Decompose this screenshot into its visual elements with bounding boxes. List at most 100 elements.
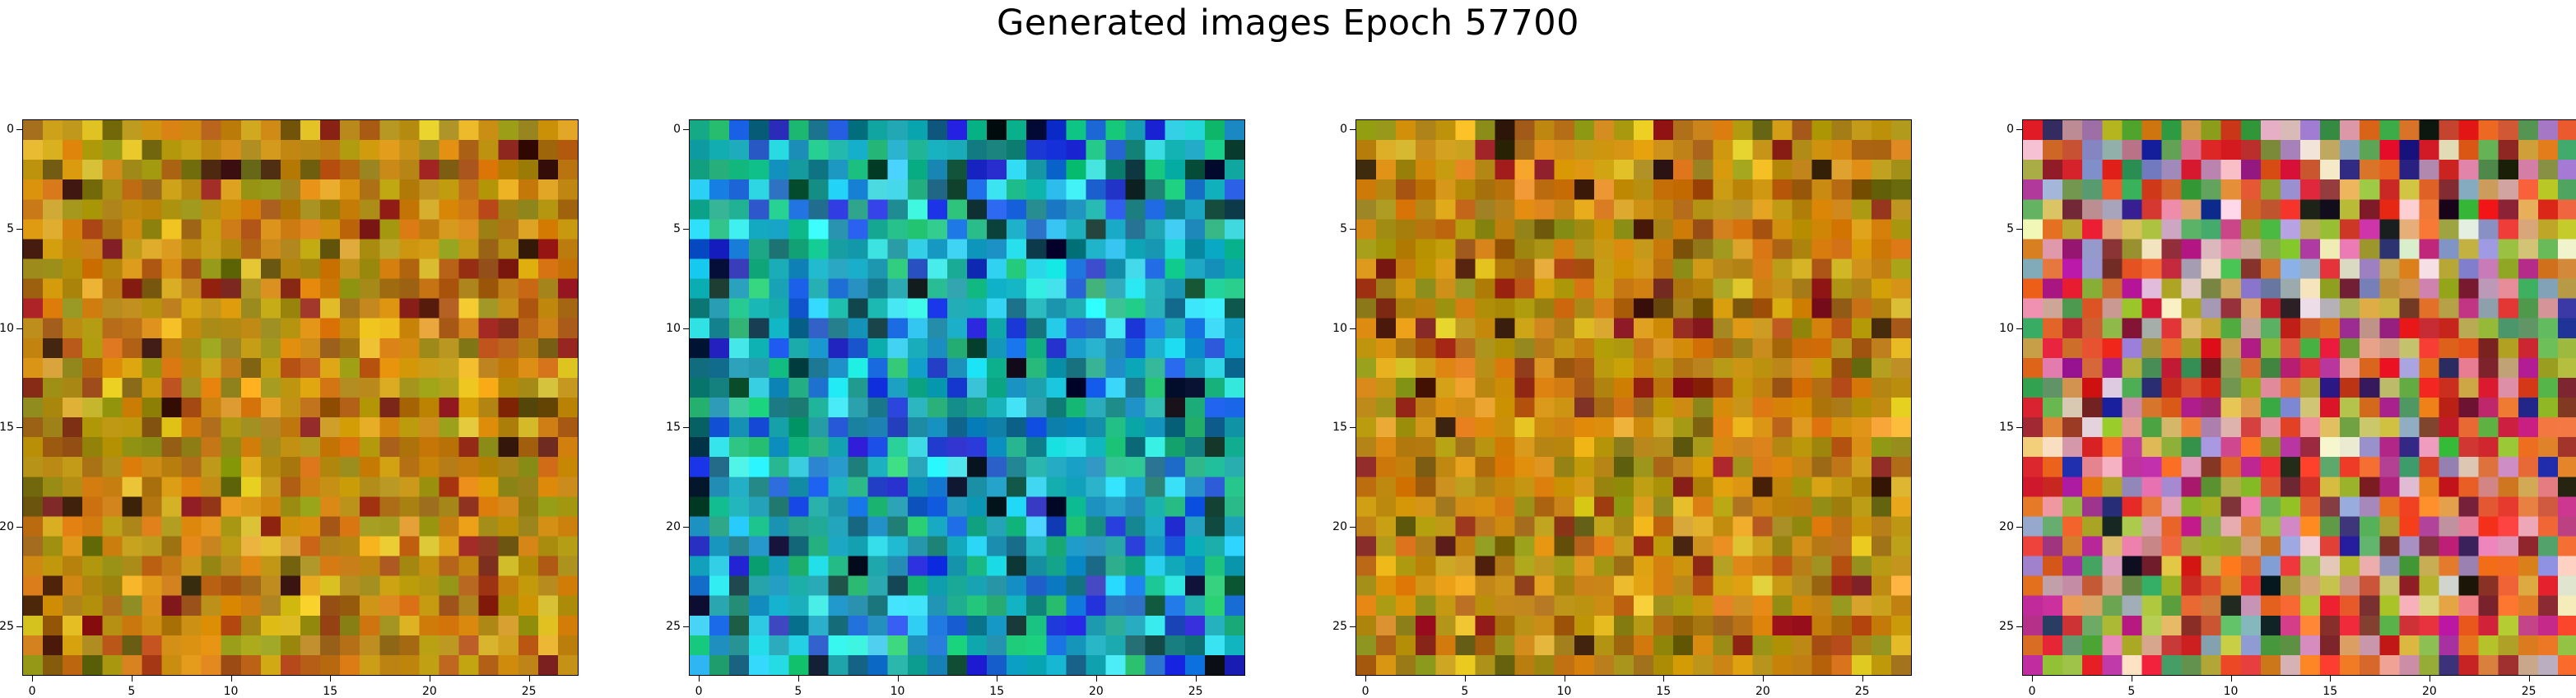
x-tick-mark: [2528, 676, 2530, 682]
image-panel-2: 0 5 10 15 20 25 0 5 10 15 20 25: [666, 119, 1245, 698]
x-tick-mark: [2330, 676, 2332, 682]
y-tick-mark: [2016, 129, 2022, 131]
x-tick-label: 10: [223, 685, 239, 698]
image-panel-3: 0 5 10 15 20 25 0 5 10 15 20 25: [1332, 119, 1912, 698]
y-tick-label: 20: [1332, 519, 1347, 533]
x-tick-label: 15: [1656, 685, 1672, 698]
y-tick-label: 5: [2006, 221, 2014, 235]
x-tick-mark: [1095, 676, 1097, 682]
y-tick-label: 10: [0, 321, 14, 335]
y-tick-label: 25: [1999, 619, 2014, 633]
x-tick-mark: [2230, 676, 2232, 682]
x-tick-mark: [797, 676, 799, 682]
x-tick-label: 10: [1556, 685, 1572, 698]
x-tick-label: 5: [128, 685, 136, 698]
x-tick-label: 25: [1854, 685, 1870, 698]
x-tick-label: 25: [2521, 685, 2536, 698]
x-tick-label: 15: [323, 685, 338, 698]
y-tick-mark: [16, 328, 22, 329]
y-tick-label: 0: [7, 123, 14, 137]
y-tick-mark: [1350, 129, 1355, 131]
y-tick-label: 15: [0, 421, 14, 435]
y-tick-mark: [1350, 526, 1355, 528]
x-tick-label: 20: [1755, 685, 1770, 698]
x-tick-label: 20: [1089, 685, 1104, 698]
x-tick-label: 25: [1188, 685, 1203, 698]
x-tick-mark: [897, 676, 899, 682]
y-tick-label: 15: [1332, 421, 1347, 435]
y-tick-label: 5: [673, 221, 681, 235]
x-tick-mark: [330, 676, 332, 682]
y-tick-mark: [2016, 427, 2022, 429]
y-tick-label: 0: [2006, 123, 2014, 137]
y-tick-label: 0: [1340, 123, 1347, 137]
x-tick-label: 0: [2028, 685, 2036, 698]
x-tick-label: 5: [1461, 685, 1469, 698]
x-tick-mark: [2032, 676, 2034, 682]
y-tick-label: 20: [1999, 519, 2014, 533]
x-tick-label: 0: [695, 685, 703, 698]
x-tick-mark: [699, 676, 700, 682]
y-tick-label: 5: [7, 221, 14, 235]
generated-image-4: [2022, 119, 2576, 676]
x-tick-mark: [1195, 676, 1197, 682]
y-tick-mark: [2016, 228, 2022, 230]
x-tick-mark: [1365, 676, 1367, 682]
x-tick-label: 15: [2323, 685, 2338, 698]
image-panel-4: 0 5 10 15 20 25 0 5 10 15 20 25: [1999, 119, 2576, 698]
y-tick-label: 20: [666, 519, 681, 533]
x-tick-label: 25: [521, 685, 537, 698]
x-tick-label: 10: [890, 685, 905, 698]
y-tick-label: 0: [673, 123, 681, 137]
y-tick-label: 15: [666, 421, 681, 435]
y-tick-mark: [2016, 328, 2022, 329]
x-tick-label: 0: [28, 685, 36, 698]
y-tick-mark: [2016, 526, 2022, 528]
y-tick-mark: [16, 228, 22, 230]
y-tick-mark: [16, 427, 22, 429]
y-tick-mark: [683, 228, 689, 230]
image-panel-1: 0 5 10 15 20 25 0 5 10 15 20 25: [0, 119, 579, 698]
y-tick-label: 25: [1332, 619, 1347, 633]
y-tick-mark: [1350, 228, 1355, 230]
generated-image-3: [1355, 119, 1912, 676]
x-tick-label: 20: [422, 685, 437, 698]
x-tick-label: 10: [2223, 685, 2239, 698]
y-tick-mark: [1350, 427, 1355, 429]
y-tick-mark: [683, 526, 689, 528]
y-tick-mark: [1350, 626, 1355, 627]
x-tick-label: 5: [794, 685, 802, 698]
x-tick-mark: [131, 676, 133, 682]
y-tick-label: 5: [1340, 221, 1347, 235]
y-tick-mark: [683, 129, 689, 131]
figure-title: Generated images Epoch 57700: [997, 2, 1579, 44]
x-tick-mark: [1663, 676, 1665, 682]
y-tick-label: 10: [1999, 321, 2014, 335]
x-tick-mark: [1464, 676, 1466, 682]
y-tick-mark: [16, 129, 22, 131]
y-tick-label: 20: [0, 519, 14, 533]
y-tick-mark: [16, 626, 22, 627]
y-tick-mark: [16, 526, 22, 528]
x-tick-mark: [1862, 676, 1863, 682]
y-tick-label: 15: [1999, 421, 2014, 435]
y-tick-mark: [2016, 626, 2022, 627]
x-tick-mark: [230, 676, 232, 682]
generated-image-1: [22, 119, 579, 676]
x-tick-label: 0: [1361, 685, 1369, 698]
x-tick-label: 5: [2127, 685, 2136, 698]
x-tick-mark: [1762, 676, 1764, 682]
y-tick-label: 25: [0, 619, 14, 633]
x-tick-label: 15: [989, 685, 1005, 698]
generated-image-2: [689, 119, 1245, 676]
y-tick-mark: [1350, 328, 1355, 329]
y-tick-mark: [683, 328, 689, 329]
y-tick-label: 10: [666, 321, 681, 335]
y-tick-mark: [683, 626, 689, 627]
x-tick-label: 20: [2422, 685, 2437, 698]
x-tick-mark: [32, 676, 34, 682]
y-tick-mark: [683, 427, 689, 429]
y-tick-label: 25: [666, 619, 681, 633]
y-tick-label: 10: [1332, 321, 1347, 335]
x-tick-mark: [528, 676, 530, 682]
